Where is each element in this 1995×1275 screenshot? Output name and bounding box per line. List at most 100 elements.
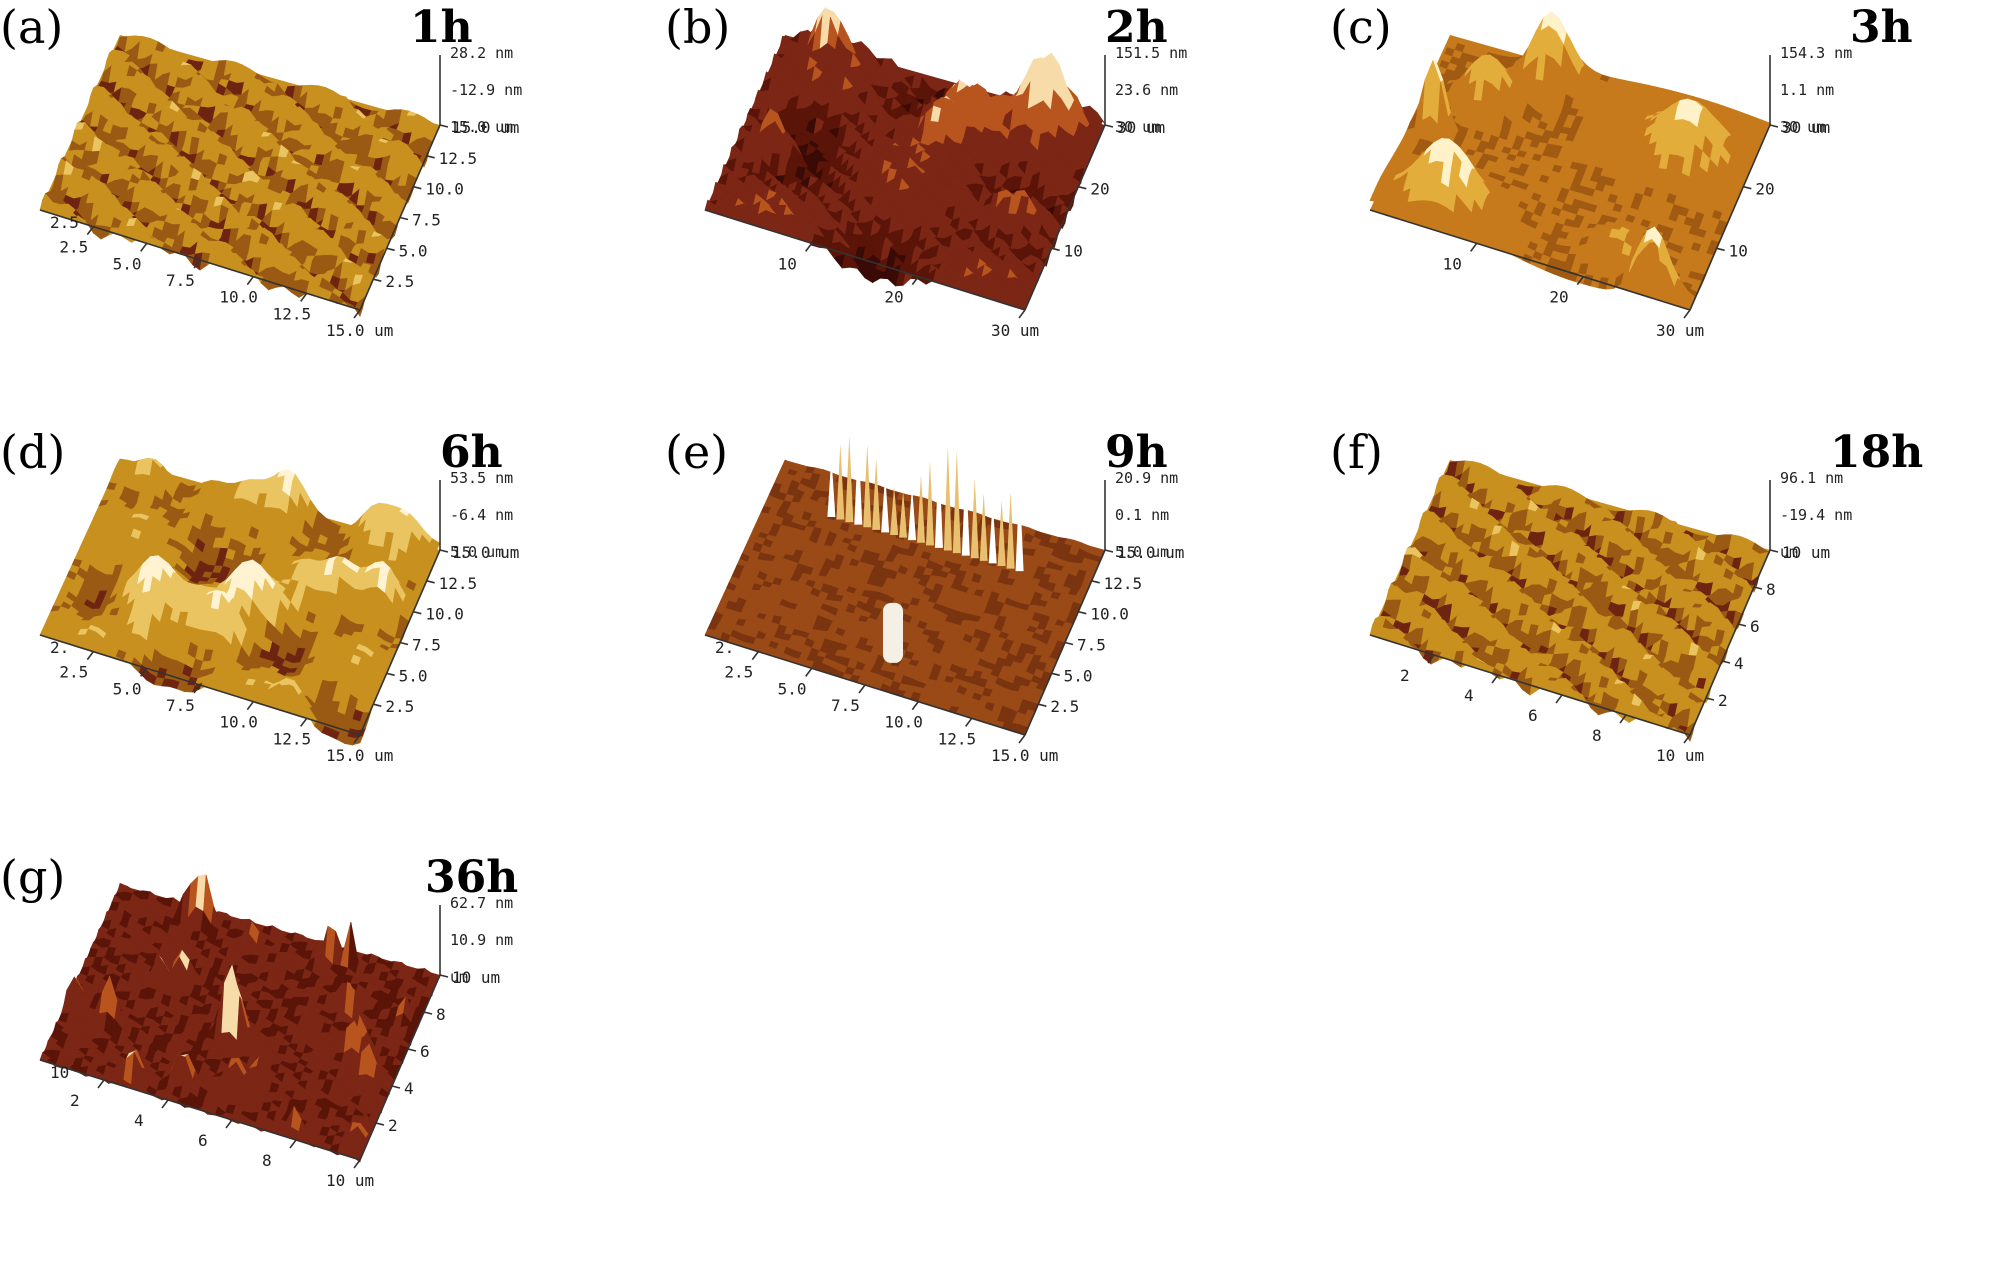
x-tick-label: 2.5: [59, 238, 88, 257]
panel-c: 154.3 nm 1.1 nm 30 um 10 20 30 um 30 um 20 10 (c…: [1330, 0, 1970, 420]
x-tick-label: 10.0: [219, 288, 258, 307]
panel-f: 96.1 nm -19.4 nm um 2 4 6 8 10 um 10 um 8 6 4 2 (f) …: [1330, 425, 1970, 845]
y-tick-label: 30 um: [1117, 118, 1165, 137]
panel-time: 9h: [1105, 427, 1168, 478]
x-tick-label: 8: [262, 1151, 272, 1170]
panel-label: (a): [0, 0, 63, 54]
x-tick-label: 2.5: [724, 663, 753, 682]
x-tick-label: 10.0: [219, 713, 258, 732]
x-tick-label: 10.0: [884, 713, 923, 732]
x-tick-label: 7.5: [166, 271, 195, 290]
y-tick-label: 6: [1750, 617, 1760, 636]
panel-label: (b): [665, 0, 730, 54]
x-tick-label: 6: [1528, 706, 1538, 725]
afm-surface-g: 62.7 nm10.9 nmum246810 um10 um864210: [0, 850, 640, 1270]
x-tick-label: 15.0 um: [326, 321, 393, 340]
panel-label: (g): [0, 850, 65, 904]
y-tick-label: 10.0: [1090, 605, 1129, 624]
y-tick-label: 12.5: [439, 574, 478, 593]
x-tick-label: 10: [778, 254, 797, 273]
y-tick-label: 30 um: [1782, 118, 1830, 137]
y-tick-label: 2: [1718, 691, 1728, 710]
y-tick-label: 20: [1755, 180, 1774, 199]
z-axis-label: 23.6 nm: [1115, 81, 1178, 99]
x-tick-label: 20: [884, 288, 903, 307]
x-tick-label: 7.5: [831, 696, 860, 715]
y-tick-label: 5.0: [399, 241, 428, 260]
panel-label: (c): [1330, 0, 1392, 54]
z-axis-label: -19.4 nm: [1780, 506, 1852, 524]
x-tick-label: 2: [1400, 666, 1410, 685]
x-tick-label: 10 um: [326, 1171, 374, 1190]
x-tick-label: 4: [134, 1111, 144, 1130]
x-tick-label: 5.0: [778, 679, 807, 698]
x-tick-label: 20: [1549, 288, 1568, 307]
corner-tick-label: 2.5: [50, 213, 79, 232]
y-tick-label: 2: [388, 1116, 398, 1135]
afm-surface-d: 53.5 nm -6.4 nm 5.0 um 2.5 5.0 7.5 10.0 12.5 15.…: [0, 425, 640, 845]
y-tick-label: 4: [404, 1079, 414, 1098]
x-tick-label: 8: [1592, 726, 1602, 745]
corner-tick-label: 10: [50, 1063, 69, 1082]
panel-e: 20.9 nm 0.1 nm 5.0 um 2.5 5.0 7.5 10.0 12.5 15.0…: [665, 425, 1305, 845]
x-tick-label: 4: [1464, 686, 1474, 705]
z-axis-label: 1.1 nm: [1780, 81, 1834, 99]
y-tick-label: 7.5: [412, 211, 441, 230]
z-axis-label: 154.3 nm: [1780, 44, 1852, 62]
y-tick-label: 10 um: [1782, 543, 1830, 562]
y-tick-label: 5.0: [399, 666, 428, 685]
panel-label: (e): [665, 425, 728, 479]
x-tick-label: 10 um: [1656, 746, 1704, 765]
panel-d: 53.5 nm -6.4 nm 5.0 um 2.5 5.0 7.5 10.0 12.5 15.…: [0, 425, 640, 845]
z-axis-label: 0.1 nm: [1115, 506, 1169, 524]
panel-g: 62.7 nm 10.9 nm um 2 4 6 8 10 um 10 um 8 6 4 2 10 (g)…: [0, 850, 640, 1270]
x-tick-label: 12.5: [273, 729, 312, 748]
y-tick-label: 20: [1090, 180, 1109, 199]
afm-surface-a: 28.2 nm -12.9 nm 15.0 um 2.5 5.0 7.5 10.0 12.5 1…: [0, 0, 640, 420]
y-tick-label: 7.5: [412, 636, 441, 655]
z-axis-label: -6.4 nm: [450, 506, 513, 524]
panel-time: 2h: [1105, 2, 1168, 53]
corner-tick-label: 2.: [50, 638, 69, 657]
x-tick-label: 12.5: [938, 729, 977, 748]
panel-time: 1h: [410, 2, 473, 53]
y-tick-label: 10.0: [425, 605, 464, 624]
y-tick-label: 2.5: [385, 272, 414, 291]
x-tick-label: 30 um: [1656, 321, 1704, 340]
y-tick-label: 10: [1729, 241, 1748, 260]
y-tick-label: 10 um: [452, 968, 500, 987]
y-tick-label: 15.0 um: [1117, 543, 1184, 562]
panel-time: 36h: [425, 852, 518, 903]
panel-label: (f): [1330, 425, 1383, 479]
panel-b: 151.5 nm 23.6 nm 30 um 10 20 30 um 30 um 20 10 (…: [665, 0, 1305, 420]
x-tick-label: 10: [1443, 254, 1462, 273]
y-tick-label: 4: [1734, 654, 1744, 673]
panel-time: 3h: [1850, 2, 1913, 53]
x-tick-label: 12.5: [273, 304, 312, 323]
x-tick-label: 15.0 um: [991, 746, 1058, 765]
y-tick-label: 5.0: [1064, 666, 1093, 685]
y-tick-label: 15.0 um: [452, 118, 519, 137]
x-tick-label: 2: [70, 1091, 80, 1110]
y-tick-label: 8: [1766, 580, 1776, 599]
x-tick-label: 2.5: [59, 663, 88, 682]
y-tick-label: 7.5: [1077, 636, 1106, 655]
panel-a: 28.2 nm -12.9 nm 15.0 um 2.5 5.0 7.5 10.0 12.5 1…: [0, 0, 640, 420]
y-tick-label: 15.0 um: [452, 543, 519, 562]
panel-label: (d): [0, 425, 65, 479]
afm-surface-e: 20.9 nm 0.1 nm 5.0 um 2.5 5.0 7.5 10.0 12.5 15.0…: [665, 425, 1305, 845]
corner-tick-label: 2.: [715, 638, 734, 657]
panel-time: 6h: [440, 427, 503, 478]
y-tick-label: 10: [1064, 241, 1083, 260]
x-tick-label: 6: [198, 1131, 208, 1150]
z-axis-label: -12.9 nm: [450, 81, 522, 99]
x-tick-label: 30 um: [991, 321, 1039, 340]
y-tick-label: 6: [420, 1042, 430, 1061]
y-tick-label: 2.5: [385, 697, 414, 716]
x-tick-label: 5.0: [113, 254, 142, 273]
y-tick-label: 8: [436, 1005, 446, 1024]
z-axis-label: 10.9 nm: [450, 931, 513, 949]
